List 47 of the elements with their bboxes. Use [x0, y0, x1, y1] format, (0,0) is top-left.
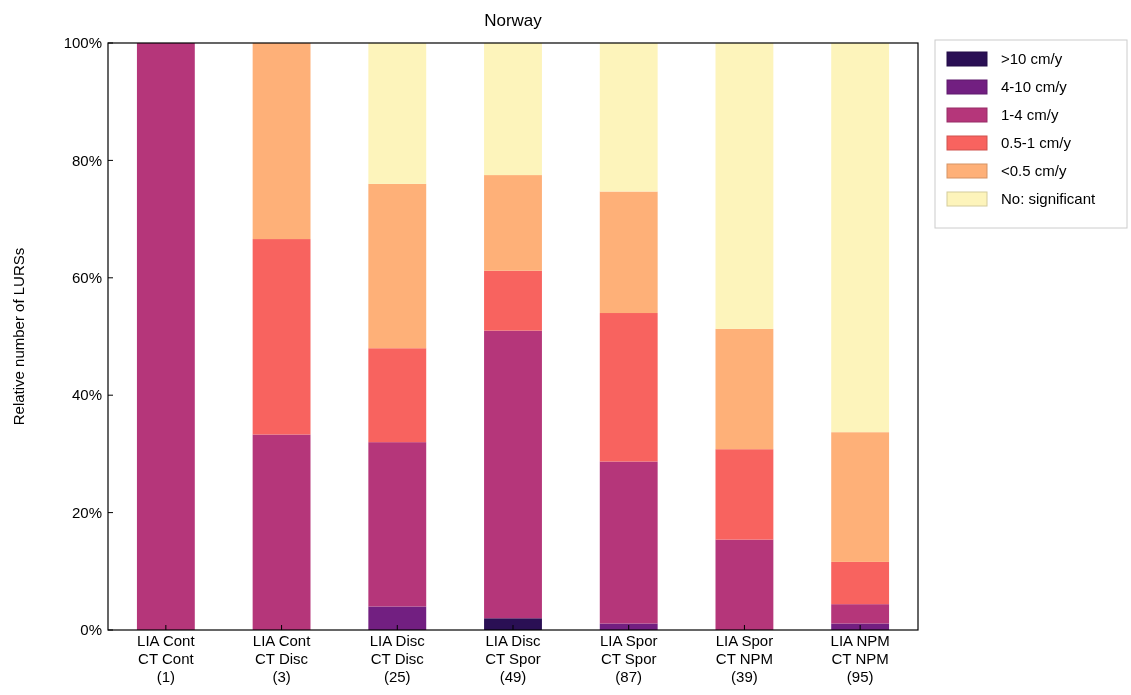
bar — [136, 43, 195, 630]
legend-label: 1-4 cm/y — [1001, 106, 1060, 124]
bar — [368, 183, 427, 349]
legend-label: 4-10 cm/y — [1001, 78, 1068, 96]
y-tick-label: 40% — [71, 386, 102, 404]
chart-title: Norway — [484, 11, 543, 30]
bar — [252, 43, 311, 240]
y-axis-title: Relative number of LURSs — [10, 247, 27, 426]
legend-label: <0.5 cm/y — [1001, 162, 1067, 180]
bar — [368, 606, 427, 630]
bar — [715, 539, 774, 630]
y-tick-label: 0% — [80, 621, 102, 639]
legend-label: No: significant — [1001, 190, 1097, 208]
bar — [831, 561, 890, 605]
bar — [484, 270, 542, 331]
x-tick-label: LIA Disc CT Disc (25) — [369, 632, 426, 685]
bar — [831, 432, 890, 562]
bar — [599, 313, 658, 462]
bar — [368, 43, 427, 184]
bar — [368, 442, 427, 607]
bar — [715, 43, 774, 329]
bar — [484, 175, 542, 271]
bar — [831, 604, 890, 624]
bar — [599, 191, 658, 314]
x-tick-label: LIA Spor CT Spor (87) — [599, 632, 658, 685]
bar — [252, 239, 311, 435]
x-tick-label: LIA Spor CT NPM (39) — [715, 632, 774, 685]
bar — [715, 449, 774, 540]
legend-label: >10 cm/y — [1001, 50, 1063, 68]
bar — [599, 461, 658, 624]
y-tick-label: 80% — [71, 151, 102, 169]
legend-label: 0.5-1 cm/y — [1001, 134, 1072, 152]
y-tick-label: 60% — [71, 269, 102, 287]
x-tick-label: LIA Cont CT Cont (1) — [137, 632, 196, 685]
x-tick-label: LIA NPM CT NPM (95) — [830, 632, 890, 685]
bar — [831, 43, 890, 433]
bar — [484, 43, 542, 176]
x-tick-label: LIA Cont CT Disc (3) — [252, 632, 312, 685]
bar — [484, 330, 542, 619]
bar — [715, 328, 774, 450]
bar — [252, 434, 311, 630]
bar — [484, 618, 542, 630]
y-tick-label: 20% — [71, 503, 102, 521]
bar — [599, 43, 658, 192]
y-tick-label: 100% — [63, 34, 102, 52]
bar — [368, 348, 427, 443]
x-tick-label: LIA Disc CT Spor (49) — [485, 632, 541, 685]
